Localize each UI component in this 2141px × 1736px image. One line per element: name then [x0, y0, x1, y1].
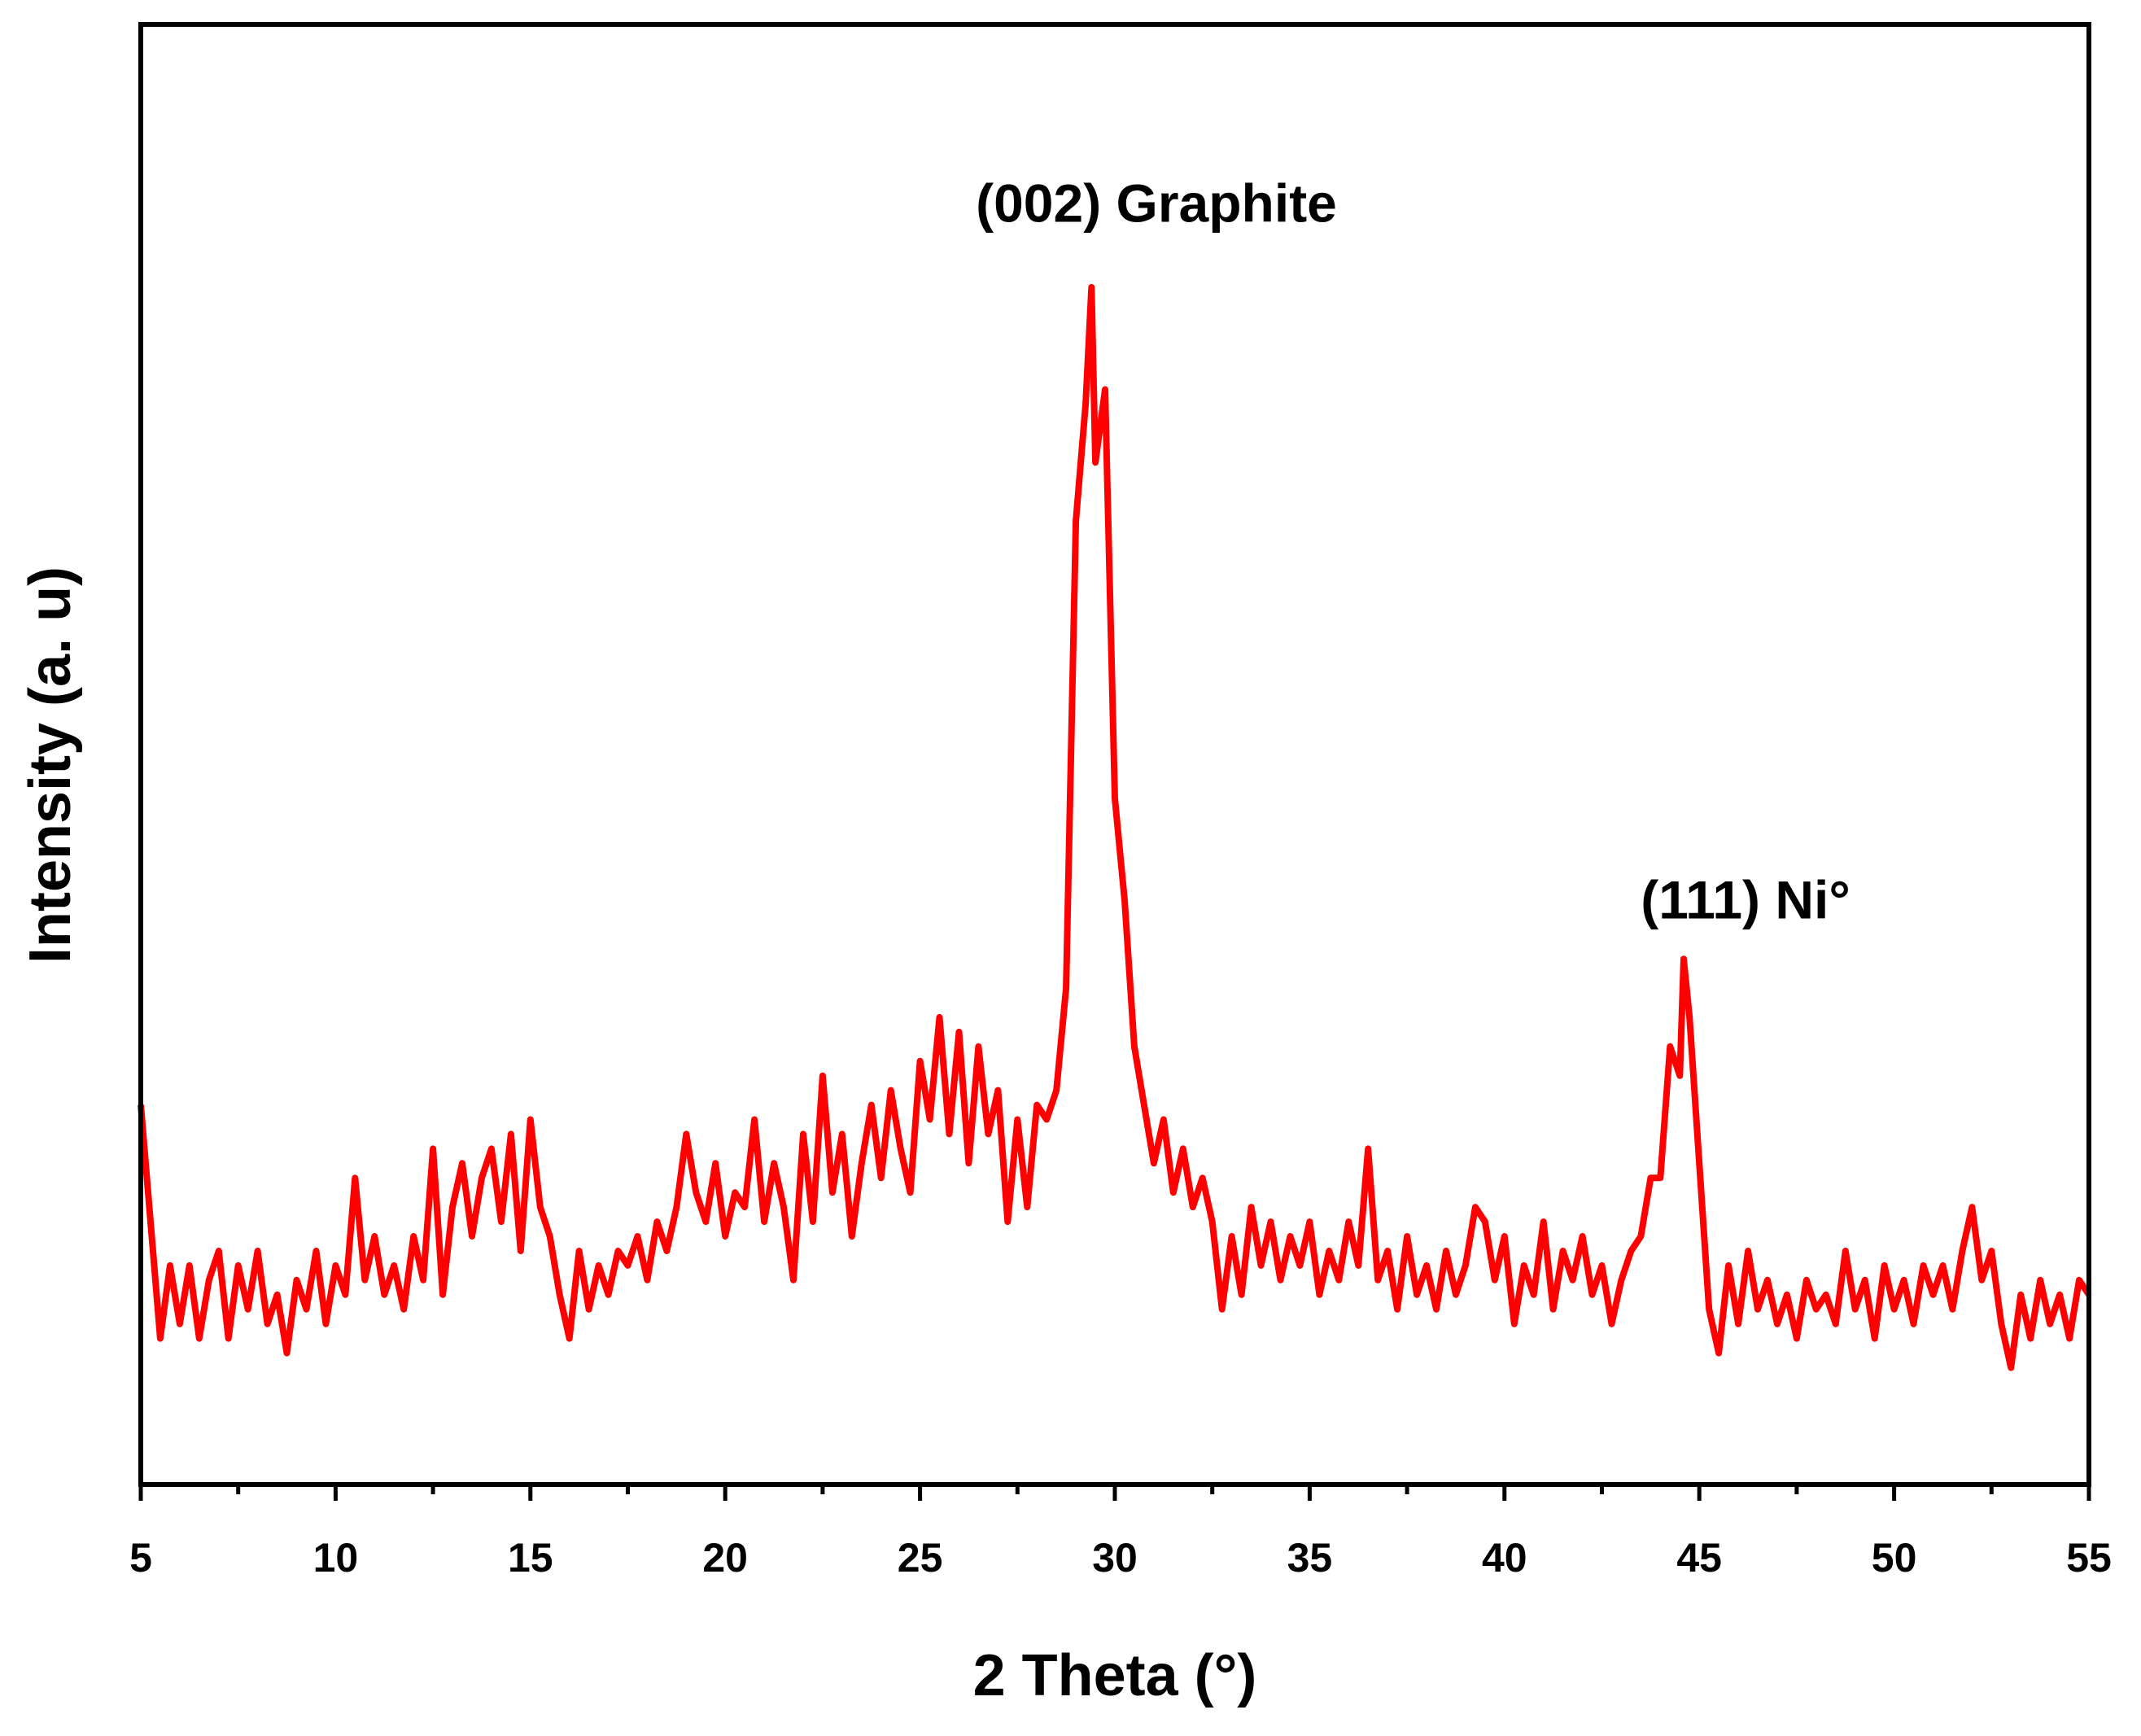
x-tick-label: 30	[1092, 1535, 1138, 1581]
annotation: (002) Graphite	[976, 173, 1337, 233]
data-line	[138, 283, 2092, 1371]
y-axis-label: Intensity (a. u)	[18, 566, 83, 964]
x-tick-label: 35	[1287, 1535, 1333, 1581]
x-tick-label: 10	[313, 1535, 359, 1581]
x-tick-label: 55	[2066, 1535, 2112, 1581]
x-axis-label: 2 Theta (°)	[973, 1643, 1257, 1708]
x-tick-label: 40	[1482, 1535, 1527, 1581]
x-tick-label: 25	[898, 1535, 943, 1581]
x-tick-label: 45	[1676, 1535, 1722, 1581]
annotation: (111) Ni°	[1641, 869, 1850, 929]
x-tick-label: 20	[702, 1535, 748, 1581]
plot-frame	[138, 22, 2091, 1487]
x-tick-label: 5	[129, 1535, 152, 1581]
x-tick-label: 50	[1872, 1535, 1917, 1581]
x-tick-label: 15	[508, 1535, 553, 1581]
